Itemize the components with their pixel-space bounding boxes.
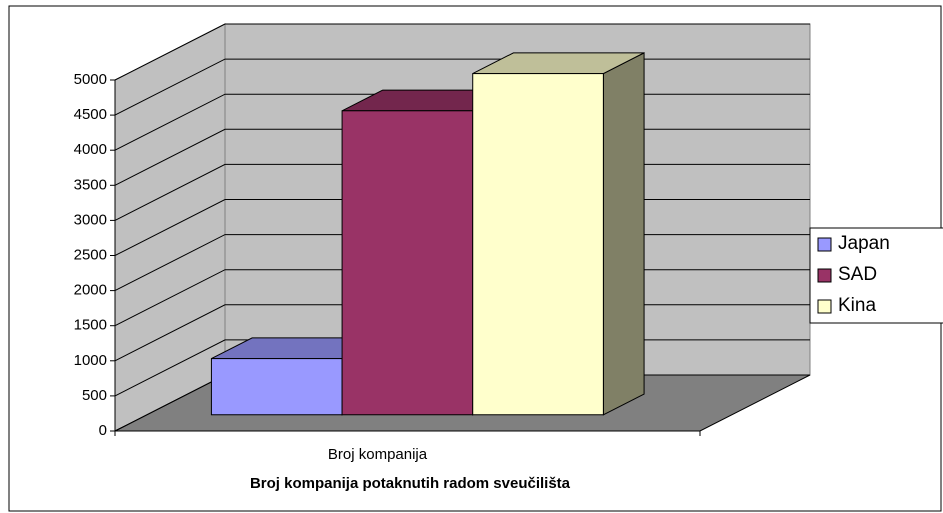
legend-label: SAD [838, 264, 877, 285]
legend-swatch [817, 237, 832, 252]
y-tick-label: 3500 [74, 176, 107, 193]
chart-title: Broj kompanija potaknutih radom sveučili… [250, 475, 571, 492]
x-tick-label: Broj kompanija [328, 446, 428, 463]
grid-line [114, 23, 810, 81]
y-tick-label: 500 [82, 387, 107, 404]
y-tick-label: 5000 [74, 71, 107, 88]
y-tick-label: 2500 [74, 246, 107, 263]
y-tick-label: 4000 [74, 141, 107, 158]
y-tick-label: 0 [99, 422, 107, 439]
y-tick-label: 3000 [74, 211, 107, 228]
legend: Japan SAD Kina [809, 227, 943, 324]
bar-front [341, 110, 474, 416]
legend-swatch [817, 299, 832, 314]
bar-front [210, 358, 343, 416]
y-tick-label: 1500 [74, 317, 107, 334]
legend-label: Japan [838, 233, 890, 254]
legend-label: Kina [838, 295, 876, 316]
legend-box [809, 227, 943, 324]
bar-side [602, 52, 645, 416]
y-tick-label: 4500 [74, 106, 107, 123]
legend-swatch [817, 268, 832, 283]
bar-front [472, 73, 604, 416]
y-tick-label: 1000 [74, 352, 107, 369]
y-tick-label: 2000 [74, 282, 107, 299]
bar [472, 52, 645, 416]
